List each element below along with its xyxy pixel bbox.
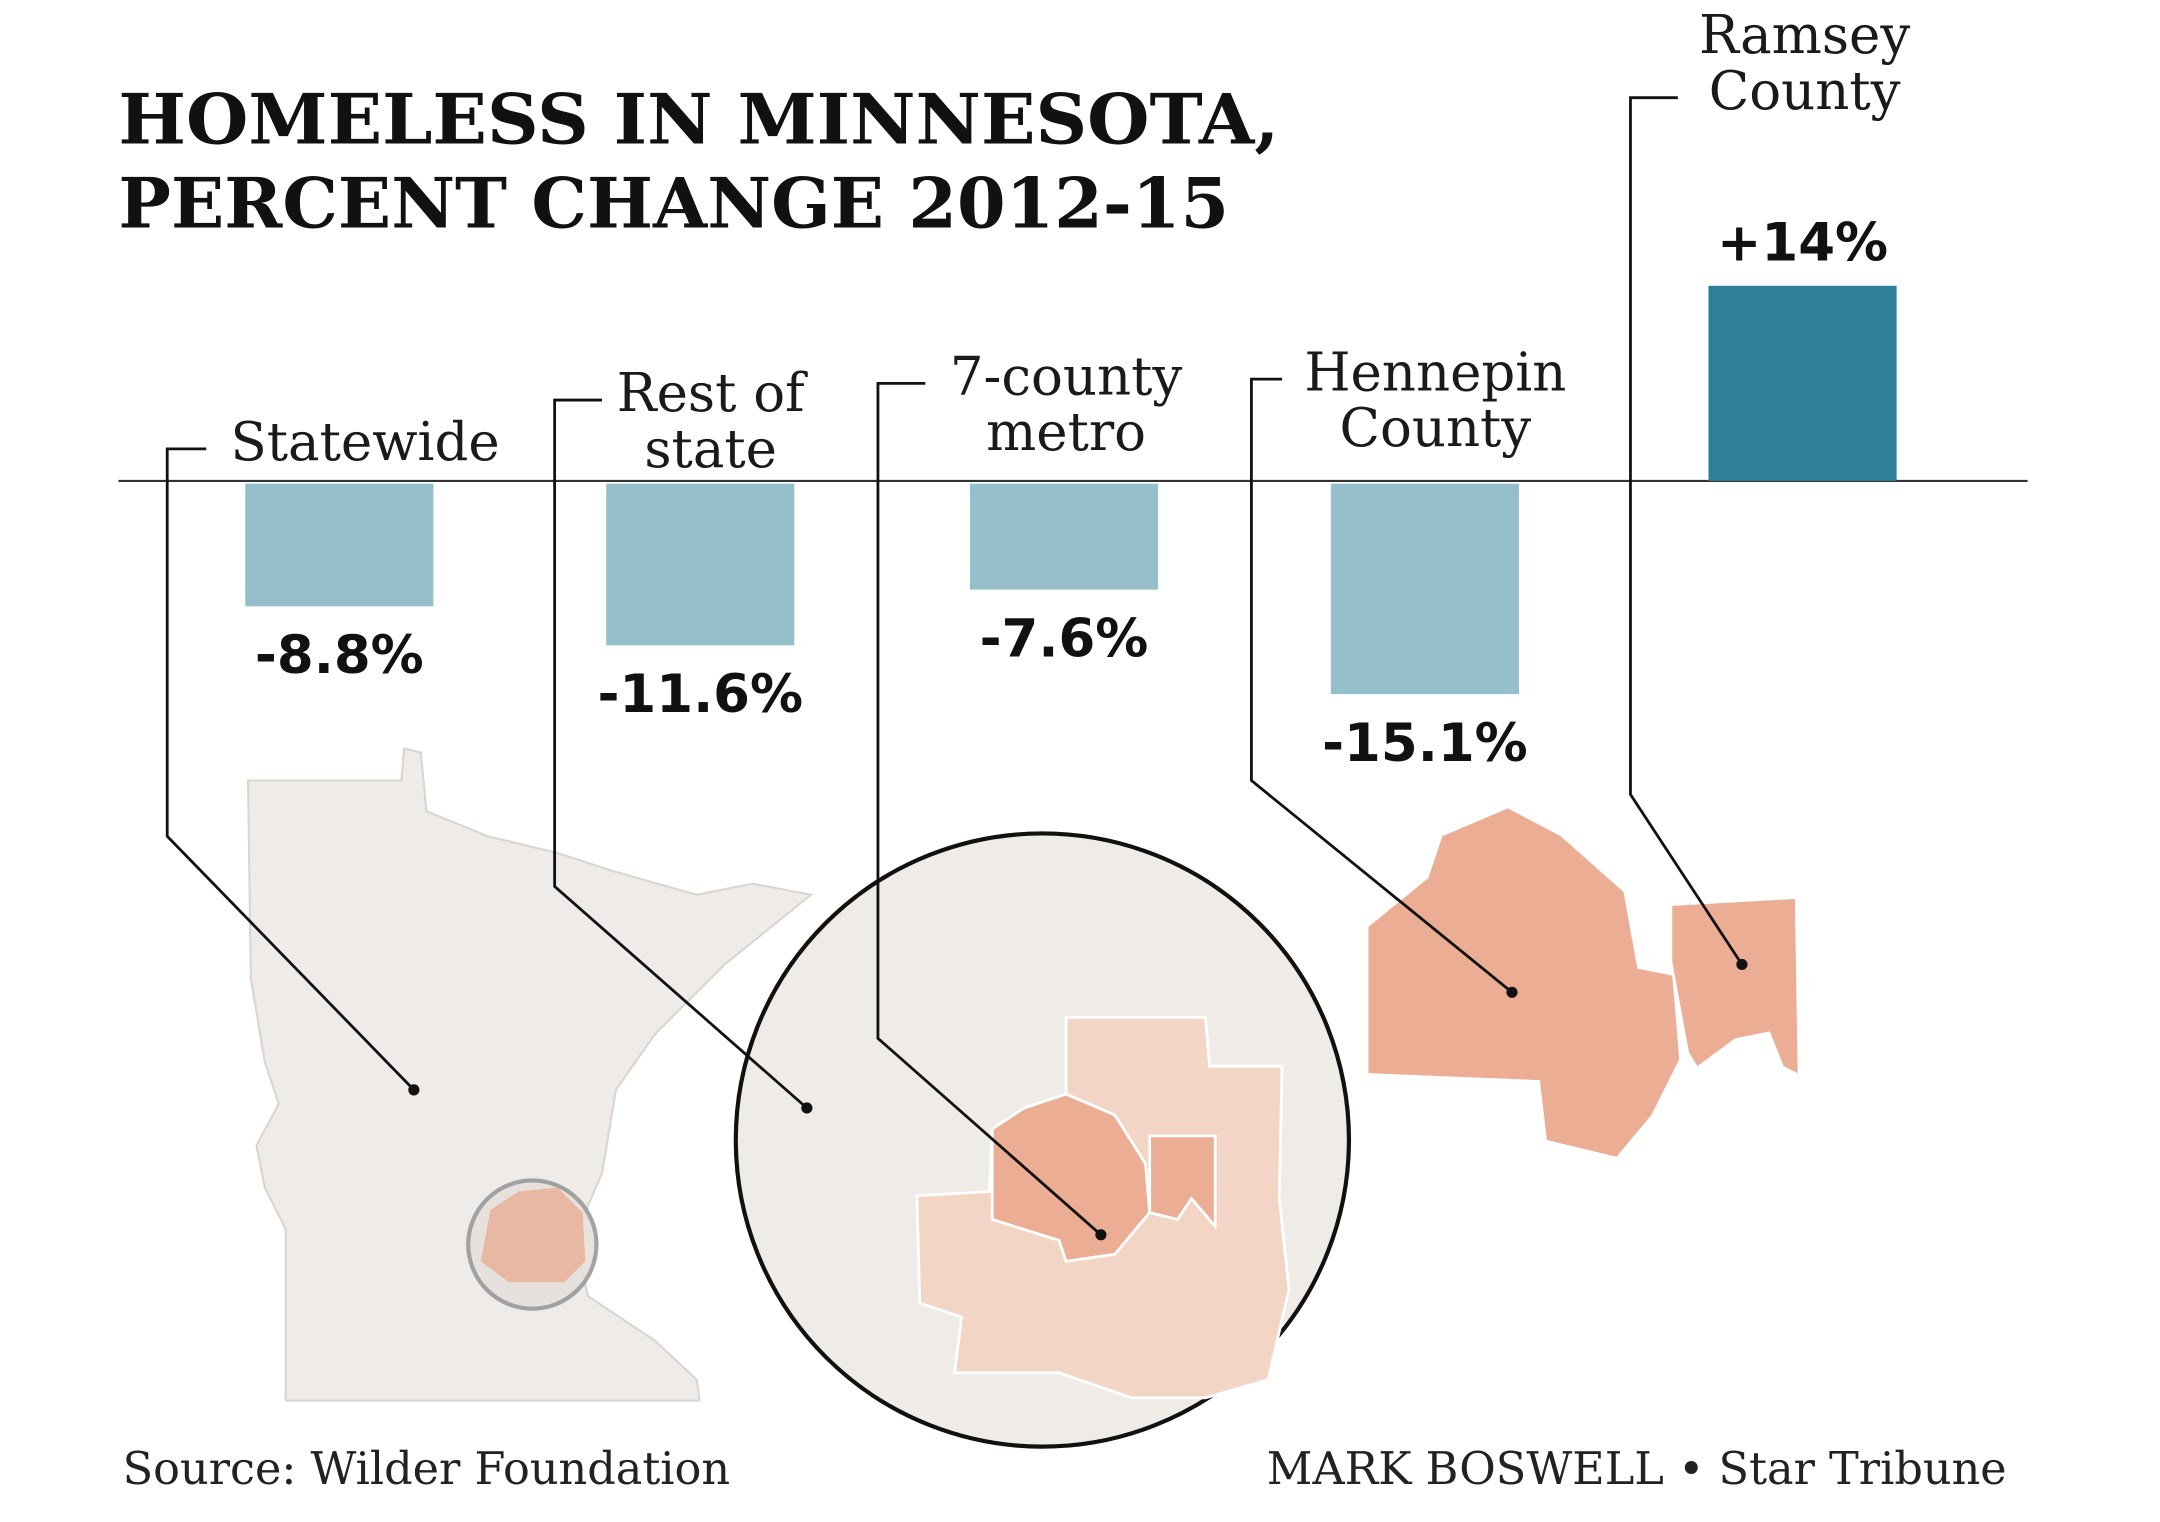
metro-zoom-map [733, 831, 1352, 1449]
leader-line-2 [876, 381, 1102, 1236]
value-label-3: -15.1% [1322, 713, 1528, 774]
source-note: Source: Wilder Foundation [123, 1443, 730, 1495]
leader-dot-1 [801, 1102, 813, 1114]
credit-note: MARK BOSWELL • Star Tribune [1267, 1443, 2007, 1495]
category-label-1-1: state [644, 419, 777, 480]
leader-line-3 [1250, 377, 1513, 994]
leader-line-4 [1629, 96, 1744, 966]
category-label-2-0: 7-county [950, 346, 1183, 407]
leader-dot-2 [1095, 1229, 1107, 1241]
leader-dot-0 [408, 1084, 420, 1096]
chart-title-line-1: HOMELESS IN MINNESOTA, [118, 80, 1279, 161]
minnesota-state-map [246, 747, 814, 1402]
value-label-1: -11.6% [597, 664, 803, 725]
chart-title-line-2: PERCENT CHANGE 2012-15 [118, 163, 1229, 244]
category-label-0-0: Statewide [231, 412, 500, 473]
leader-dot-3 [1506, 986, 1518, 998]
category-label-4-0: Ramsey [1699, 5, 1910, 66]
category-label-4-1: County [1709, 61, 1901, 122]
category-label-2-1: metro [986, 402, 1146, 463]
category-label-3-0: Hennepin [1304, 342, 1566, 403]
category-label-3-1: County [1339, 398, 1531, 459]
bar-4 [1708, 285, 1897, 481]
hennepin-ramsey-map [1368, 808, 1798, 1157]
leader-line-1 [553, 398, 808, 1110]
bar-0 [245, 483, 434, 607]
leader-line-0 [165, 447, 415, 1091]
leader-dot-4 [1736, 958, 1748, 971]
bar-1 [606, 483, 795, 646]
bar-3 [1330, 483, 1519, 695]
value-label-0: -8.8% [255, 625, 424, 686]
value-label-2: -7.6% [980, 608, 1149, 669]
category-label-1-0: Rest of [617, 363, 808, 424]
value-label-4: +14% [1717, 213, 1888, 274]
bar-2 [969, 483, 1159, 590]
